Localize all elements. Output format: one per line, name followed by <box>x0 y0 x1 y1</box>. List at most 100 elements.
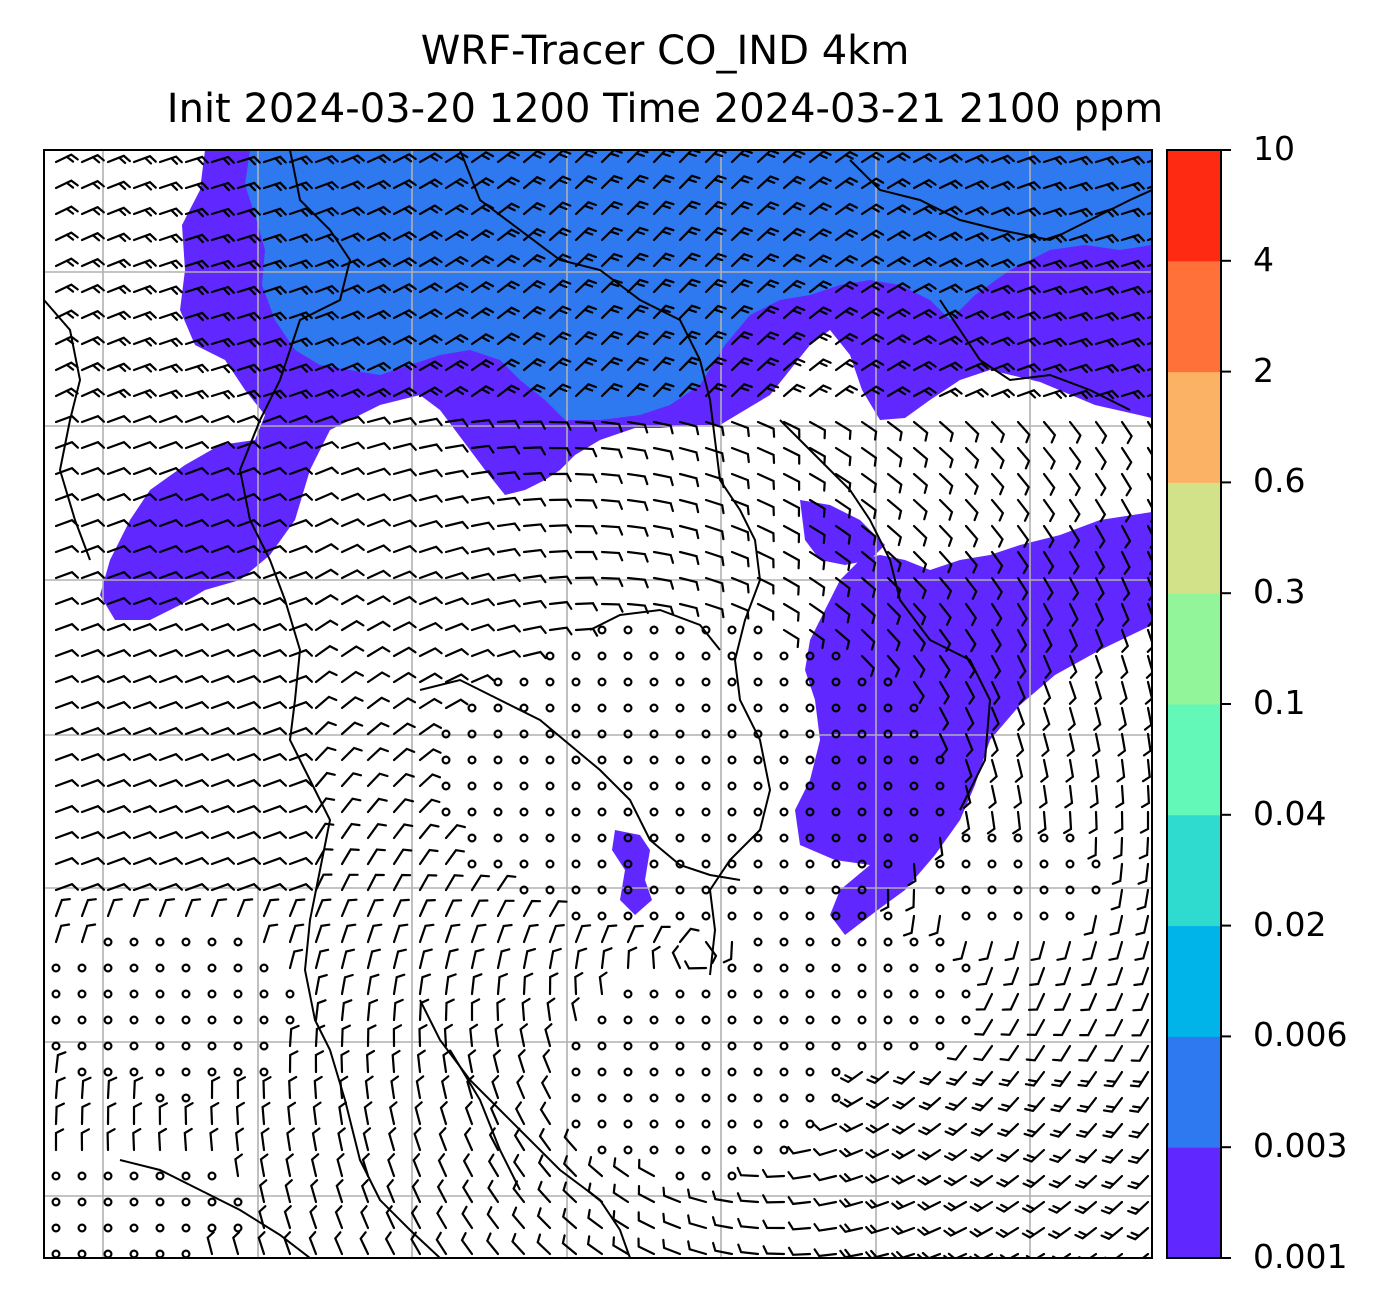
calm-circle-icon <box>51 963 61 973</box>
wind-barb-icon <box>626 472 649 486</box>
wind-barb-icon <box>470 229 495 242</box>
wind-barb-icon <box>392 621 417 632</box>
wind-barb-icon <box>132 362 157 373</box>
wind-barb-icon <box>808 254 832 268</box>
wind-barb-icon <box>418 256 443 268</box>
wind-barb-icon <box>418 570 443 580</box>
wind-barb-icon <box>1078 1044 1098 1062</box>
calm-circle-icon <box>623 807 633 817</box>
wind-barb-icon <box>236 830 261 840</box>
wind-barb-icon <box>782 420 801 439</box>
wind-barb-icon <box>938 732 949 757</box>
calm-circle-icon <box>883 729 893 739</box>
wind-barb-icon <box>975 992 994 1011</box>
wind-barb-icon <box>1016 498 1030 522</box>
wind-barb-icon <box>236 389 261 400</box>
wind-barb-icon <box>886 360 911 372</box>
wind-barb-icon <box>839 1223 864 1234</box>
wind-barb-icon <box>80 700 105 710</box>
wind-barb-icon <box>80 622 105 632</box>
wind-barb-icon <box>463 1127 474 1152</box>
calm-circle-icon <box>623 677 633 687</box>
wind-barb-icon <box>891 1250 916 1258</box>
calm-circle-icon <box>779 1041 789 1051</box>
wind-barb-icon <box>990 284 1015 295</box>
wind-barb-icon <box>496 573 521 583</box>
calm-circle-icon <box>1065 885 1075 895</box>
calm-circle-icon <box>519 807 529 817</box>
wind-barb-icon <box>340 696 364 710</box>
wind-barb-icon <box>999 1044 1020 1062</box>
wind-barb-icon <box>366 898 384 918</box>
wind-barb-icon <box>366 179 391 190</box>
wind-barb-icon <box>444 973 457 996</box>
wind-barb-icon <box>496 445 521 455</box>
wind-barb-icon <box>366 620 391 632</box>
calm-circle-icon <box>675 1041 685 1051</box>
wind-barb-icon <box>938 446 954 469</box>
wind-barb-icon <box>80 596 105 606</box>
wind-barb-icon <box>938 153 963 164</box>
calm-circle-icon <box>753 911 763 921</box>
wind-barb-icon <box>236 311 261 322</box>
wind-barb-icon <box>574 331 597 346</box>
wind-barb-icon <box>158 1102 168 1126</box>
wind-barb-icon <box>314 258 339 269</box>
wind-barb-icon <box>184 363 209 374</box>
wind-barb-icon <box>210 648 235 658</box>
wind-barb-icon <box>106 648 131 658</box>
wind-barb-icon <box>310 1179 319 1204</box>
wind-barb-icon <box>704 524 725 541</box>
wind-barb-icon <box>262 466 287 476</box>
wind-barb-icon <box>1054 992 1072 1011</box>
wind-barb-icon <box>1068 550 1080 575</box>
wind-barb-icon <box>1146 602 1152 627</box>
wind-barb-icon <box>158 700 183 710</box>
wind-barb-icon <box>1094 363 1119 374</box>
wind-barb-icon <box>158 804 183 814</box>
wind-barb-icon <box>891 1200 916 1210</box>
wind-barb-icon <box>314 594 339 606</box>
wind-barb-icon <box>418 360 443 372</box>
wind-barb-icon <box>995 1226 1020 1239</box>
wind-barb-icon <box>158 752 183 762</box>
wind-barb-icon <box>839 1248 864 1258</box>
wind-barb-icon <box>210 414 235 424</box>
calm-circle-icon <box>129 963 139 973</box>
wind-barb-icon <box>288 596 313 606</box>
calm-circle-icon <box>753 885 763 895</box>
wind-barb-icon <box>54 804 79 814</box>
wind-barb-icon <box>782 201 806 216</box>
wind-barb-icon <box>1115 784 1125 809</box>
wind-barb-icon <box>1094 680 1103 705</box>
wind-barb-icon <box>496 923 513 944</box>
wind-barb-icon <box>288 923 305 944</box>
colorbar-band <box>1167 704 1221 816</box>
wind-barb-icon <box>1068 181 1093 192</box>
calm-circle-icon <box>675 1171 685 1181</box>
wind-barb-icon <box>1068 420 1082 444</box>
wind-barb-icon <box>261 1101 271 1126</box>
calm-circle-icon <box>753 963 763 973</box>
wind-barb-icon <box>652 174 675 190</box>
wind-barb-icon <box>262 1076 272 1100</box>
wind-barb-icon <box>813 1248 838 1258</box>
wind-barb-icon <box>945 1096 968 1111</box>
wind-barb-icon <box>886 472 903 494</box>
wind-barb-icon <box>574 524 598 535</box>
wind-barb-icon <box>782 628 800 649</box>
calm-circle-icon <box>727 1093 737 1103</box>
wind-barb-icon <box>1012 810 1022 835</box>
wind-barb-icon <box>106 414 131 424</box>
calm-circle-icon <box>779 963 789 973</box>
wind-barb-icon <box>704 330 727 346</box>
calm-circle-icon <box>805 677 815 687</box>
calm-circle-icon <box>441 755 451 765</box>
wind-barb-icon <box>496 998 506 1022</box>
wind-barb-icon <box>678 524 700 540</box>
calm-circle-icon <box>103 1171 113 1181</box>
calm-circle-icon <box>51 1171 61 1181</box>
wind-barb-icon <box>54 205 79 216</box>
wind-barb-icon <box>54 335 79 346</box>
wind-barb-icon <box>392 722 416 736</box>
